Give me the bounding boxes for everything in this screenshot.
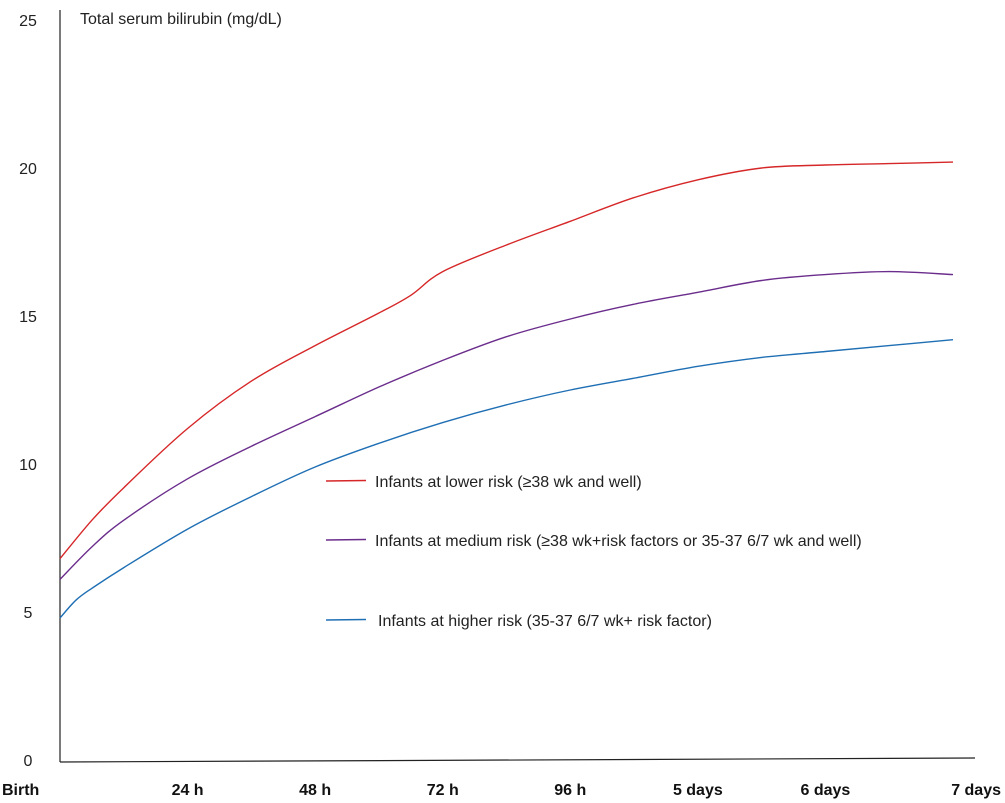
x-tick-label: 48 h: [299, 782, 331, 799]
y-tick-label: 20: [19, 161, 37, 178]
axes: [59, 10, 976, 763]
series-lines: [59, 161, 954, 619]
x-tick-label: 72 h: [427, 782, 459, 799]
legend-label: Infants at medium risk (≥38 wk+risk fact…: [375, 533, 862, 550]
legend-label: Infants at lower risk (≥38 wk and well): [375, 474, 642, 491]
x-tick-label: 7 days: [951, 782, 1001, 799]
legend-label: Infants at higher risk (35-37 6/7 wk+ ri…: [378, 613, 712, 630]
legend: Infants at lower risk (≥38 wk and well) I…: [325, 474, 862, 630]
y-tick-label: 15: [19, 309, 37, 326]
series-line: [59, 270, 954, 580]
y-tick-label: 0: [24, 753, 33, 770]
series-line: [59, 161, 954, 560]
x-tick-label: 5 days: [673, 782, 723, 799]
y-tick-label: 5: [24, 605, 33, 622]
x-ticks: Birth 24 h 48 h 72 h 96 h 5 days 6 days 7 days: [2, 782, 1001, 799]
x-tick-label: 6 days: [801, 782, 851, 799]
legend-swatch: [325, 538, 367, 541]
x-tick-label: Birth: [2, 782, 39, 799]
y-axis-label: Total serum bilirubin (mg/dL): [80, 11, 282, 28]
x-axis-line: [59, 757, 976, 763]
y-ticks: 0 5 10 15 20 25: [19, 13, 37, 770]
y-tick-label: 25: [19, 13, 37, 30]
legend-swatch: [325, 618, 367, 621]
x-tick-label: 24 h: [172, 782, 204, 799]
x-tick-label: 96 h: [554, 782, 586, 799]
y-tick-label: 10: [19, 457, 37, 474]
series-line: [59, 339, 954, 619]
legend-swatch: [325, 479, 367, 482]
